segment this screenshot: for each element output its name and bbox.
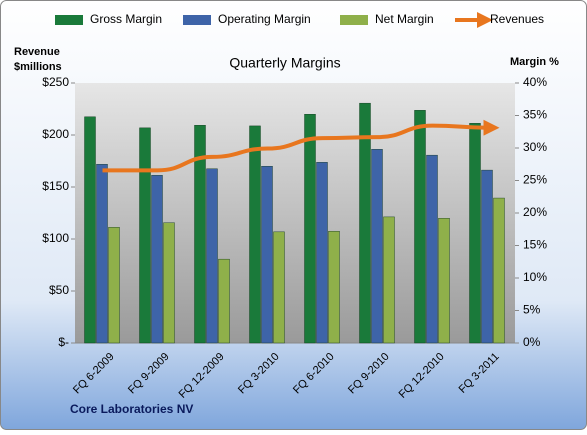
legend-label: Net Margin (375, 12, 434, 26)
bar (108, 227, 120, 344)
bar (96, 164, 108, 344)
y-axis-label: $millions (14, 61, 62, 73)
y-axis-label: Revenue (14, 46, 60, 58)
legend-swatch (340, 15, 368, 25)
bar (139, 127, 151, 344)
y2-axis-label: Margin % (510, 56, 559, 68)
bar (469, 123, 481, 344)
y2-tick-label: 40% (523, 75, 547, 89)
y2-tick-label: 10% (523, 270, 547, 284)
legend-swatch (55, 15, 83, 25)
y2-tick-label: 15% (523, 238, 547, 252)
bar (249, 125, 261, 344)
y-tick-label: $250 (42, 75, 69, 89)
bar (194, 125, 206, 344)
chart-title: Quarterly Margins (229, 55, 340, 71)
y2-tick-label: 25% (523, 173, 547, 187)
y-tick-label: $- (58, 335, 69, 349)
bar (218, 258, 230, 344)
bar (383, 216, 395, 344)
bar (481, 169, 493, 344)
footer: Core Laboratories NV (70, 402, 193, 416)
y2-tick-label: 0% (523, 335, 541, 349)
bar (261, 165, 273, 344)
bar (328, 230, 340, 344)
bar (206, 168, 218, 344)
bar (359, 102, 371, 344)
bar (163, 222, 175, 344)
bar (304, 113, 316, 344)
bar (493, 197, 505, 344)
legend-label: Revenues (490, 12, 544, 26)
legend-label: Operating Margin (218, 12, 311, 26)
y-tick-label: $100 (42, 231, 69, 245)
bar (438, 217, 450, 344)
y2-tick-label: 20% (523, 205, 547, 219)
y2-tick-label: 30% (523, 140, 547, 154)
y-tick-label: $200 (42, 127, 69, 141)
bar (151, 175, 163, 344)
bar (414, 110, 426, 344)
bar (371, 149, 383, 344)
y2-tick-label: 5% (523, 303, 541, 317)
bar (316, 162, 328, 344)
bar (84, 116, 96, 344)
y-tick-label: $150 (42, 179, 69, 193)
legend-swatch (183, 15, 211, 25)
y-tick-label: $50 (49, 283, 69, 297)
bar (426, 154, 438, 344)
y2-tick-label: 35% (523, 108, 547, 122)
line (102, 119, 500, 173)
legend-label: Gross Margin (90, 12, 162, 26)
bar (273, 231, 285, 344)
